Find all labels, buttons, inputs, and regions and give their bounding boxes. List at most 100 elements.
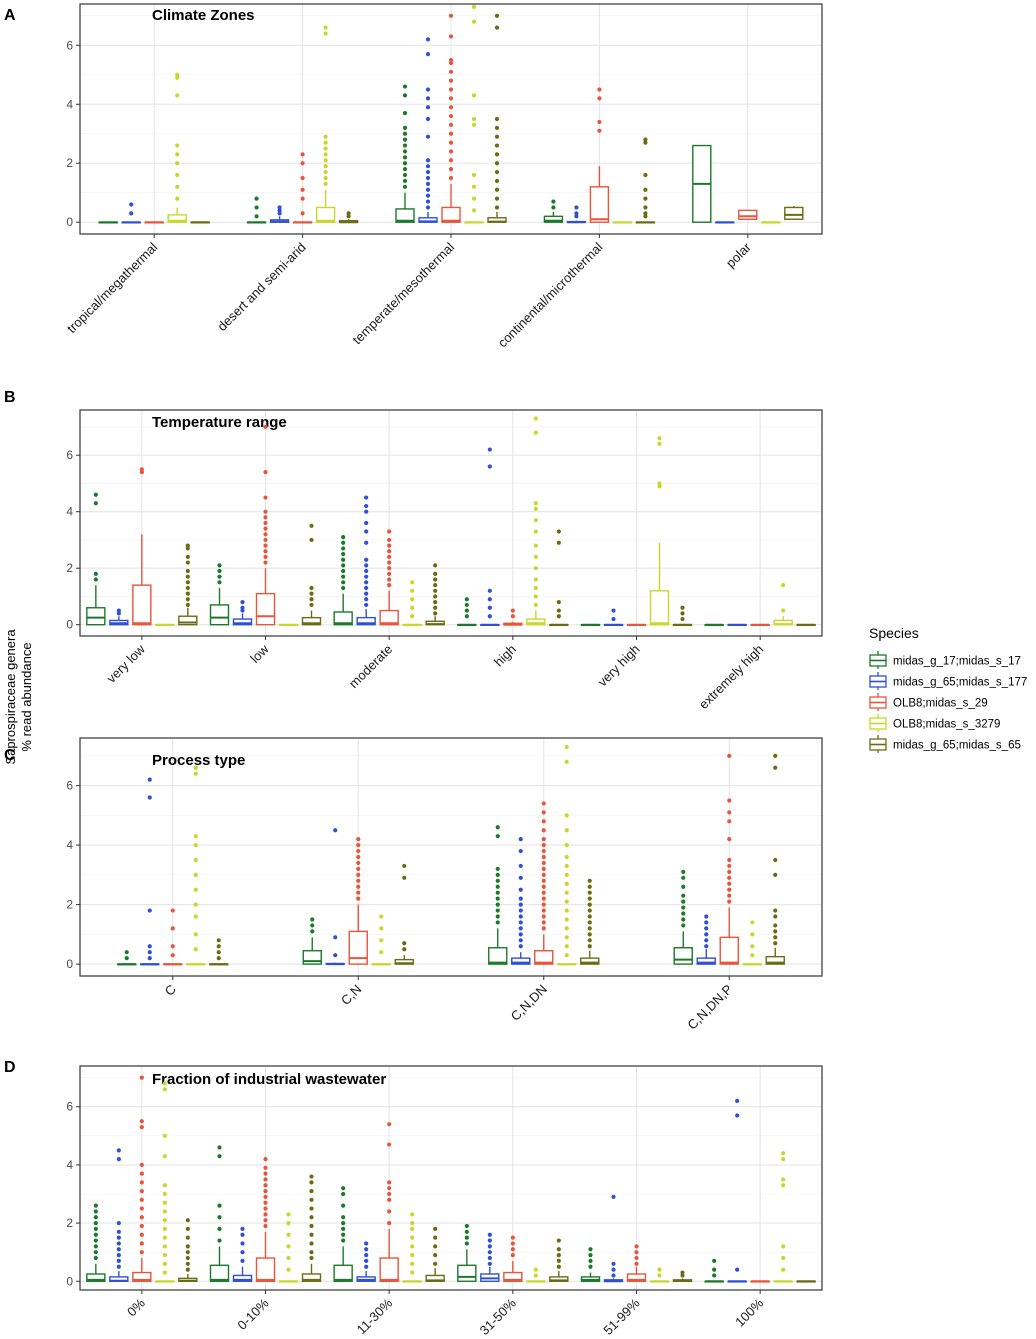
outlier-point: [495, 908, 500, 913]
outlier-point: [556, 1258, 561, 1264]
outlier-point: [518, 837, 523, 842]
outlier-point: [217, 1226, 222, 1232]
outlier-point: [588, 1264, 593, 1269]
panel-letter: C: [4, 747, 16, 764]
outlier-point: [364, 540, 369, 545]
outlier-point: [556, 529, 561, 534]
outlier-point: [541, 819, 546, 824]
outlier-point: [487, 605, 492, 610]
outlier-point: [387, 543, 392, 548]
category-group: [692, 144, 804, 224]
outlier-point: [263, 1171, 268, 1176]
outlier-point: [193, 872, 198, 877]
box-4: [155, 1081, 175, 1283]
legend: Species midas_g_17;midas_s_17 midas_g_65;…: [869, 625, 1027, 753]
outlier-point: [533, 1273, 538, 1278]
y-axis-label-line-2: % read abundance: [19, 642, 34, 751]
outlier-point: [587, 932, 592, 937]
outlier-point: [587, 902, 592, 907]
outlier-point: [263, 1218, 268, 1223]
panel-a: A Climate Zones 0 2 4 6 tropical/megathermal de…: [4, 3, 823, 350]
outlier-point: [341, 551, 346, 557]
box-5: [784, 205, 804, 220]
box-5: [178, 543, 198, 626]
outlier-point: [170, 953, 175, 958]
outlier-point: [425, 199, 431, 204]
outlier-point: [464, 597, 469, 602]
legend-label: midas_g_65;midas_s_65: [893, 740, 1021, 752]
outlier-point: [116, 1148, 121, 1153]
outlier-point: [185, 1267, 190, 1272]
outlier-point: [495, 866, 500, 872]
outlier-point: [341, 535, 346, 540]
x-tick-label: moderate: [346, 642, 395, 691]
outlier-point: [309, 585, 314, 591]
box-3: [348, 837, 368, 965]
outlier-point: [773, 753, 778, 758]
outlier-point: [217, 580, 222, 585]
outlier-point: [185, 543, 190, 548]
outlier-point: [564, 854, 569, 860]
outlier-point: [587, 884, 592, 889]
outlier-point: [356, 837, 361, 842]
outlier-point: [425, 52, 431, 57]
outlier-point: [564, 944, 569, 949]
outlier-point: [494, 134, 500, 139]
outlier-point: [433, 1226, 438, 1232]
outlier-point: [379, 926, 384, 931]
outlier-point: [309, 523, 314, 528]
box-5: [301, 1174, 322, 1282]
box-4: [526, 416, 546, 626]
outlier-point: [402, 184, 408, 189]
outlier-point: [487, 597, 492, 602]
outlier-point: [402, 161, 408, 166]
y-tick-label: 0: [66, 957, 73, 971]
outlier-point: [129, 202, 134, 207]
outlier-point: [487, 588, 492, 593]
y-tick-label: 2: [66, 1216, 73, 1230]
outlier-point: [735, 1267, 740, 1272]
box-4: [167, 72, 187, 223]
panel-c: C Process type 0 2 4 6 C C,N C,N,DN C,N,DN,P: [4, 737, 823, 1032]
box-body: [649, 590, 670, 626]
outlier-point: [323, 146, 328, 151]
outlier-point: [402, 178, 408, 184]
outlier-point: [93, 1215, 98, 1220]
y-tick-label: 0: [66, 1274, 73, 1288]
outlier-point: [162, 1154, 167, 1159]
outlier-point: [364, 580, 369, 585]
box-5: [394, 863, 414, 965]
outlier-point: [727, 899, 732, 904]
outlier-point: [410, 605, 415, 610]
outlier-point: [556, 1264, 561, 1269]
box-3: [719, 753, 739, 965]
box-1: [580, 1247, 601, 1282]
outlier-point: [410, 1226, 415, 1232]
box-body: [626, 1273, 647, 1282]
outlier-point: [750, 920, 755, 925]
outlier-point: [410, 1212, 415, 1217]
outlier-point: [587, 878, 592, 883]
box-5: [209, 938, 229, 966]
box-body: [543, 215, 564, 223]
box-body: [209, 1264, 230, 1282]
category-group: [117, 765, 229, 966]
outlier-point: [471, 122, 477, 127]
outlier-point: [574, 214, 579, 219]
outlier-point: [162, 1252, 167, 1258]
outlier-point: [564, 890, 569, 895]
box-body: [132, 584, 152, 626]
outlier-point: [597, 128, 602, 133]
outlier-point: [93, 1238, 98, 1243]
category-group: [333, 1122, 445, 1283]
box-5: [190, 221, 210, 224]
outlier-point: [487, 1238, 492, 1243]
outlier-point: [773, 929, 778, 934]
outlier-point: [93, 1244, 98, 1249]
outlier-point: [139, 1241, 144, 1246]
box-3: [292, 152, 313, 224]
box-3: [534, 801, 554, 965]
outlier-point: [727, 887, 732, 892]
outlier-point: [564, 935, 569, 940]
outlier-point: [425, 134, 431, 139]
